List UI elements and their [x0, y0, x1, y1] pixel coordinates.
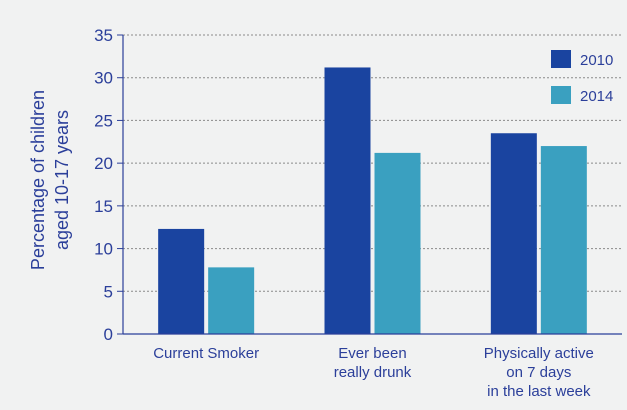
y-tick-label: 0: [104, 325, 113, 344]
bar-2010-3: [490, 133, 537, 334]
legend-label: 2010: [580, 52, 613, 69]
y-tick-labels: 0 5 10 15 20 25 30 35: [94, 26, 123, 344]
y-tick-label: 15: [94, 197, 113, 216]
bar-2014-3: [540, 146, 587, 334]
legend-swatch: [551, 86, 571, 104]
y-axis-title-line-1: Percentage of children: [28, 90, 48, 270]
x-category-label: Current Smoker: [153, 345, 259, 362]
y-tick-label: 25: [94, 111, 113, 130]
legend-label: 2014: [580, 88, 613, 105]
x-category-label: Physically active: [484, 345, 594, 362]
legend: 2010 2014: [551, 50, 613, 105]
y-tick-label: 20: [94, 154, 113, 173]
legend-swatch: [551, 50, 571, 68]
y-axis-title-line-2: aged 10-17 years: [52, 110, 72, 250]
y-tick-label: 5: [104, 282, 113, 301]
x-category-label: Ever been: [338, 345, 406, 362]
x-category-labels: Current Smoker Ever been really drunk Physi…: [153, 345, 594, 400]
bar-2010-1: [158, 228, 205, 334]
x-category-label: in the last week: [487, 383, 591, 400]
y-axis-title: Percentage of children aged 10-17 years: [28, 90, 72, 270]
y-tick-label: 30: [94, 69, 113, 88]
x-category-label: on 7 days: [506, 364, 571, 381]
bar-2010-2: [324, 67, 371, 334]
grid-lines: [123, 34, 622, 292]
bars: [158, 67, 587, 334]
y-tick-label: 10: [94, 240, 113, 259]
bar-2014-2: [374, 152, 421, 334]
y-tick-label: 35: [94, 26, 113, 45]
bar-2014-1: [208, 267, 255, 334]
x-category-label: really drunk: [334, 364, 412, 381]
